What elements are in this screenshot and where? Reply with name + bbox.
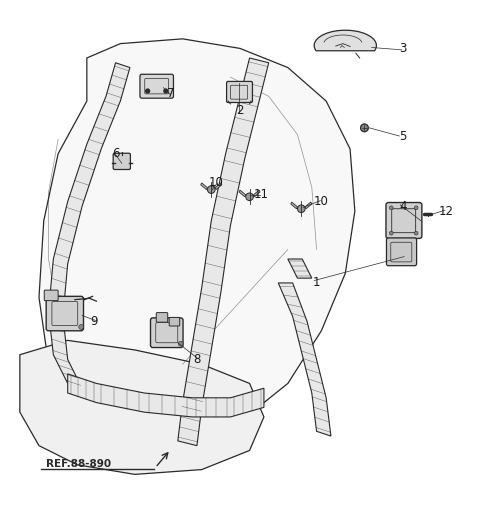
Polygon shape	[253, 190, 260, 197]
Circle shape	[246, 193, 253, 200]
Text: 1: 1	[313, 277, 320, 290]
Polygon shape	[239, 190, 246, 197]
Polygon shape	[68, 374, 264, 417]
FancyBboxPatch shape	[386, 203, 422, 238]
FancyBboxPatch shape	[227, 81, 252, 103]
Polygon shape	[215, 183, 222, 190]
Circle shape	[360, 124, 368, 132]
Circle shape	[414, 206, 418, 210]
Text: 2: 2	[236, 104, 244, 117]
Circle shape	[146, 89, 150, 93]
Text: 11: 11	[254, 188, 269, 201]
Text: REF.88-890: REF.88-890	[46, 458, 111, 469]
Text: 7: 7	[167, 88, 174, 100]
Polygon shape	[48, 63, 130, 388]
FancyBboxPatch shape	[44, 290, 58, 300]
Circle shape	[207, 186, 215, 193]
Text: 12: 12	[438, 205, 453, 218]
Circle shape	[79, 325, 84, 329]
Text: 8: 8	[193, 353, 201, 366]
FancyBboxPatch shape	[113, 153, 131, 169]
Circle shape	[164, 89, 168, 93]
Text: 6: 6	[112, 147, 120, 160]
FancyBboxPatch shape	[386, 238, 417, 266]
Polygon shape	[305, 202, 312, 209]
Circle shape	[389, 231, 393, 235]
Polygon shape	[291, 202, 298, 209]
Text: 3: 3	[399, 42, 407, 55]
Polygon shape	[314, 30, 376, 51]
Text: 4: 4	[399, 200, 407, 213]
Polygon shape	[178, 58, 269, 445]
Text: 9: 9	[90, 315, 98, 328]
Polygon shape	[20, 340, 264, 474]
Circle shape	[414, 231, 418, 235]
Text: 10: 10	[209, 176, 224, 189]
Polygon shape	[278, 283, 331, 436]
Circle shape	[298, 205, 305, 212]
Text: 5: 5	[399, 131, 407, 143]
Text: 10: 10	[314, 195, 329, 208]
FancyBboxPatch shape	[140, 74, 173, 98]
Polygon shape	[201, 183, 207, 190]
Polygon shape	[39, 39, 355, 441]
FancyBboxPatch shape	[169, 318, 180, 326]
Circle shape	[178, 341, 183, 346]
FancyBboxPatch shape	[46, 296, 84, 331]
FancyBboxPatch shape	[156, 312, 168, 322]
Polygon shape	[288, 259, 312, 278]
Circle shape	[389, 206, 393, 210]
FancyBboxPatch shape	[151, 318, 183, 348]
